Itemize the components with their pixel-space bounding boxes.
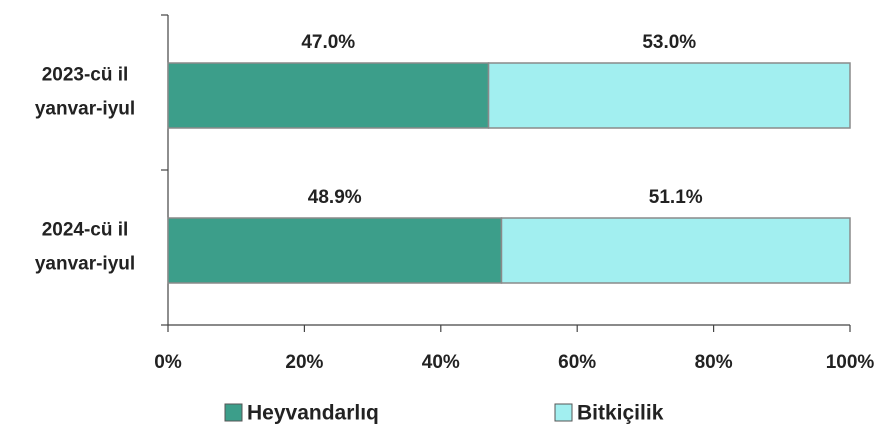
bar-segment [500,217,851,284]
category-label: 2024-cü il [42,220,129,241]
legend-swatch [554,403,573,422]
legend-label: Heyvandarlıq [247,402,379,425]
bar-segment [167,62,490,129]
bar-segment [487,62,851,129]
category-label: yanvar-iyul [35,99,135,120]
data-label: 48.9% [308,187,362,208]
data-label: 53.0% [642,32,696,53]
x-tick-label: 80% [695,352,733,373]
data-label: 51.1% [649,187,703,208]
x-tick-label: 100% [826,352,875,373]
x-tick-label: 20% [285,352,323,373]
legend-swatch [224,403,243,422]
x-tick-label: 60% [558,352,596,373]
data-label: 47.0% [301,32,355,53]
category-label: yanvar-iyul [35,254,135,275]
category-label: 2023-cü il [42,65,129,86]
x-tick-label: 40% [422,352,460,373]
x-tick-label: 0% [154,352,182,373]
bar-segment [167,217,503,284]
legend-label: Bitkiçilik [577,402,664,425]
